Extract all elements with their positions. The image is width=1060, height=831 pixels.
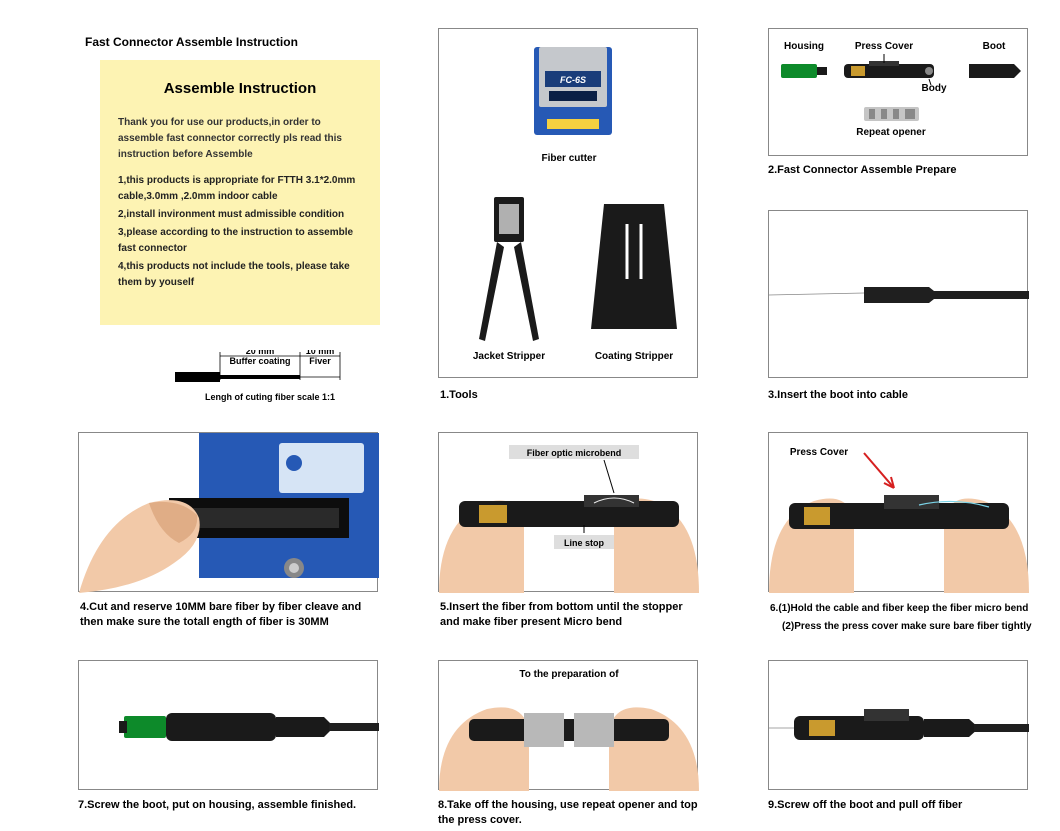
svg-text:Coating Stripper: Coating Stripper bbox=[595, 351, 673, 362]
instruction-item-2: 2,install invironment must admissible co… bbox=[118, 207, 362, 223]
svg-text:Line stop: Line stop bbox=[564, 538, 605, 548]
jacket-stripper-icon bbox=[479, 197, 539, 341]
assembled-connector-icon bbox=[119, 713, 379, 741]
instruction-intro: Thank you for use our products,in order … bbox=[118, 115, 362, 163]
svg-text:Buffer coating: Buffer coating bbox=[229, 356, 290, 366]
boot-on-cable-icon bbox=[864, 287, 1029, 303]
caption-prepare: 2.Fast Connector Assemble Prepare bbox=[768, 163, 957, 178]
svg-text:Press Cover: Press Cover bbox=[855, 41, 913, 52]
coating-stripper-icon bbox=[591, 204, 677, 329]
svg-text:To the preparation of: To the preparation of bbox=[519, 669, 619, 680]
svg-text:Jacket Stripper: Jacket Stripper bbox=[473, 351, 545, 362]
panel-4 bbox=[78, 432, 378, 592]
caption-6: 6.(1)Hold the cable and fiber keep the f… bbox=[770, 600, 1038, 636]
svg-text:Fiver: Fiver bbox=[309, 356, 331, 366]
svg-text:Body: Body bbox=[922, 83, 947, 94]
caption-4: 4.Cut and reserve 10MM bare fiber by fib… bbox=[80, 600, 380, 630]
open-connector-icon bbox=[769, 709, 1029, 740]
instruction-box: Assemble Instruction Thank you for use o… bbox=[100, 60, 380, 325]
instruction-item-4: 4,this products not include the tools, p… bbox=[118, 259, 362, 291]
press-cover-body-icon bbox=[844, 61, 934, 78]
instruction-item-1: 1,this products is appropriate for FTTH … bbox=[118, 173, 362, 205]
housing-icon bbox=[781, 64, 827, 78]
panel-tools: FC-6S Fiber cutter Jacket Stripper Coati… bbox=[438, 28, 698, 378]
caption-6b: (2)Press the press cover make sure bare … bbox=[770, 618, 1038, 636]
red-arrow-icon bbox=[864, 453, 894, 488]
caption-5: 5.Insert the fiber from bottom until the… bbox=[440, 600, 700, 630]
instruction-item-3: 3,please according to the instruction to… bbox=[118, 225, 362, 257]
svg-text:Fiber cutter: Fiber cutter bbox=[541, 153, 596, 164]
panel-7 bbox=[78, 660, 378, 790]
svg-text:Fiber optic microbend: Fiber optic microbend bbox=[527, 448, 622, 458]
panel-6: Press Cover bbox=[768, 432, 1028, 592]
fiber-cutter-icon: FC-6S bbox=[534, 47, 612, 135]
panel-9 bbox=[768, 660, 1028, 790]
caption-6a: 6.(1)Hold the cable and fiber keep the f… bbox=[770, 600, 1038, 618]
caption-insert: 3.Insert the boot into cable bbox=[768, 388, 908, 403]
boot-icon bbox=[969, 64, 1021, 78]
fiber-scale-diagram: 20 mm Buffer coating 10 mm Fiver Lengh o… bbox=[175, 350, 365, 402]
scale-caption: Lengh of cuting fiber scale 1:1 bbox=[175, 392, 365, 402]
svg-text:Repeat opener: Repeat opener bbox=[856, 127, 926, 138]
page-title: Fast Connector Assemble Instruction bbox=[85, 35, 298, 49]
svg-text:Housing: Housing bbox=[784, 41, 824, 52]
caption-7: 7.Screw the boot, put on housing, assemb… bbox=[78, 798, 378, 813]
instruction-title: Assemble Instruction bbox=[118, 80, 362, 97]
caption-9: 9.Screw off the boot and pull off fiber bbox=[768, 798, 1028, 813]
svg-text:FC-6S: FC-6S bbox=[560, 75, 586, 85]
caption-tools: 1.Tools bbox=[440, 388, 478, 403]
repeat-opener-icon bbox=[864, 107, 919, 121]
panel-prepare: Housing Press Cover Boot Body bbox=[768, 28, 1028, 156]
svg-text:Boot: Boot bbox=[983, 41, 1006, 52]
panel-5: Fiber optic microbend Line stop bbox=[438, 432, 698, 592]
caption-8: 8.Take off the housing, use repeat opene… bbox=[438, 798, 698, 828]
panel-insert bbox=[768, 210, 1028, 378]
svg-text:Press Cover: Press Cover bbox=[790, 447, 848, 458]
panel-8: To the preparation of bbox=[438, 660, 698, 790]
hand-icon bbox=[79, 500, 200, 593]
